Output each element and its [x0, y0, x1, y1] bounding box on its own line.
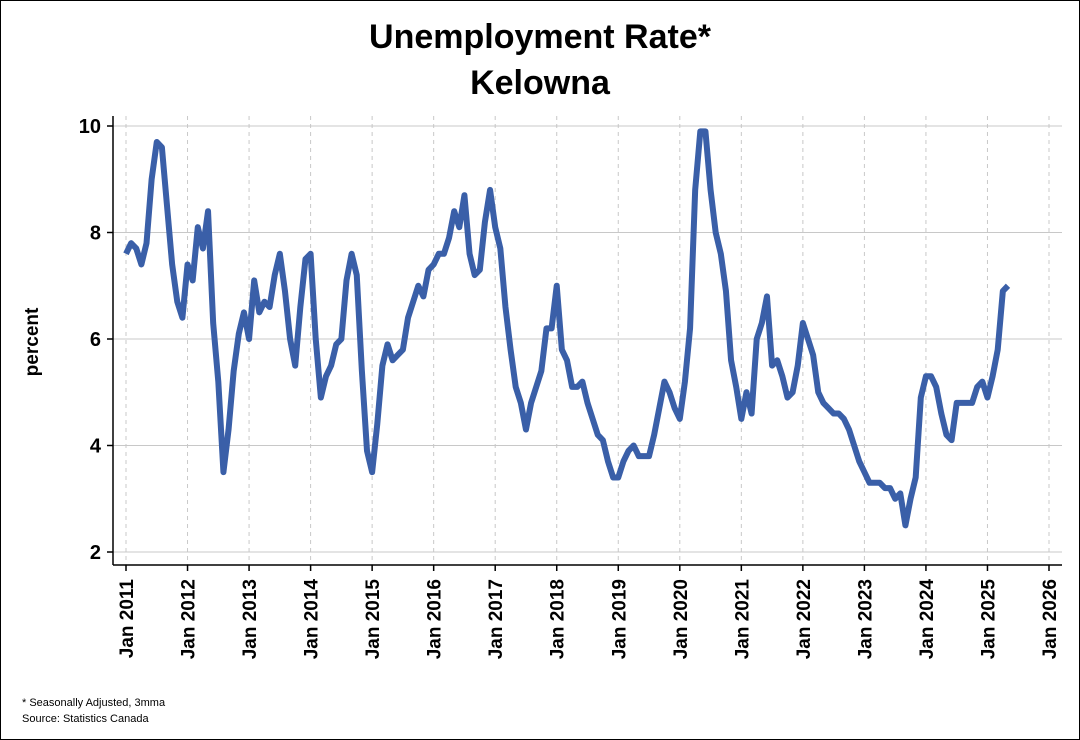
- y-tick-label: 6: [90, 329, 101, 351]
- x-tick-label: Jan 2016: [425, 579, 446, 659]
- series-line: [123, 128, 1011, 529]
- x-tick-label: Jan 2015: [363, 579, 384, 660]
- y-tick-label: 8: [90, 223, 101, 245]
- x-tick-label: Jan 2020: [671, 579, 692, 659]
- footnote-source: Source: Statistics Canada: [22, 713, 149, 725]
- x-tick-label: Jan 2024: [917, 579, 938, 660]
- x-tick-label: Jan 2025: [978, 579, 999, 660]
- x-tick-label: Jan 2023: [855, 579, 876, 659]
- chart-title: Unemployment Rate*: [369, 18, 711, 56]
- y-tick-label: 2: [90, 542, 101, 564]
- chart-subtitle: Kelowna: [470, 64, 610, 102]
- x-tick-label: Jan 2011: [117, 579, 138, 659]
- y-tick-label: 10: [79, 116, 101, 138]
- x-tick-label: Jan 2021: [732, 579, 753, 660]
- x-tick-label: Jan 2018: [548, 579, 569, 659]
- x-tick-label: Jan 2012: [179, 579, 200, 659]
- footnote-adjustment: * Seasonally Adjusted, 3mma: [22, 697, 166, 709]
- y-tick-label: 4: [90, 436, 102, 458]
- x-tick-label: Jan 2026: [1040, 579, 1061, 659]
- x-tick-label: Jan 2013: [240, 579, 261, 659]
- x-tick-label: Jan 2019: [609, 579, 630, 659]
- x-tick-label: Jan 2022: [794, 579, 815, 659]
- x-tick-label: Jan 2017: [486, 579, 507, 659]
- x-tick-label: Jan 2014: [302, 579, 323, 660]
